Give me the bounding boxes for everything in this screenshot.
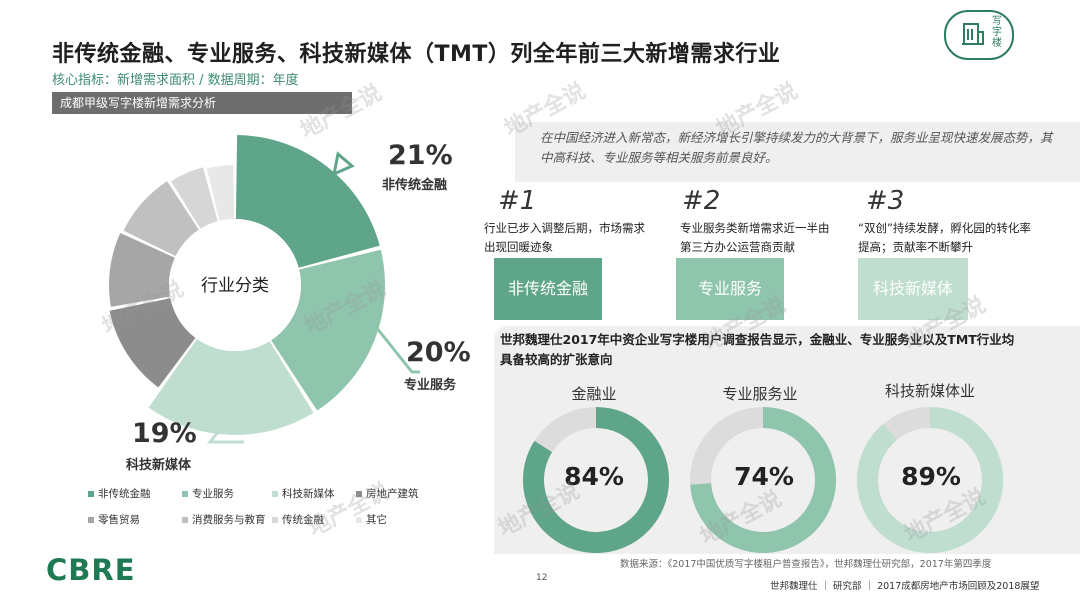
brand-logo: CBRE: [46, 553, 136, 587]
donut-slice-8: [206, 165, 235, 221]
rank-box-1: 非传统金融: [494, 258, 602, 320]
legend-item: 科技新媒体: [272, 486, 335, 501]
donut-slice-2: [271, 249, 386, 411]
donut-hole: [169, 219, 301, 351]
callout-pct-3: 19%: [132, 418, 197, 449]
quote-box: [515, 122, 1080, 182]
legend-label: 传统金融: [282, 514, 324, 526]
legend-item: 专业服务: [182, 486, 234, 501]
legend-item: 房地产建筑: [356, 486, 419, 501]
rank-box-2: 专业服务: [676, 258, 784, 320]
legend-label: 科技新媒体: [282, 488, 335, 500]
data-source: 数据来源：《2017中国优质写字楼租户普查报告》，世邦魏理仕研究部，2017年第…: [620, 559, 992, 570]
ring-value-professional: 74%: [734, 462, 794, 491]
building-icon: [962, 23, 984, 45]
legend-swatch: [182, 517, 188, 523]
callout-pointer-3: [206, 431, 244, 444]
donut-slice-4: [109, 298, 196, 388]
legend-label: 房地产建筑: [366, 488, 419, 500]
legend-swatch: [272, 491, 278, 497]
page-subtitle: 核心指标：新增需求面积 / 数据周期：年度: [52, 73, 299, 88]
section-tag: 成都甲级写字楼新增需求分析: [52, 92, 352, 114]
rank-number-2: #2: [682, 186, 721, 216]
legend-item: 其它: [356, 512, 387, 527]
donut-slice-6: [123, 181, 199, 257]
ring-title-finance: 金融业: [571, 385, 617, 403]
callout-label-3: 科技新媒体: [126, 458, 192, 473]
ring-value-finance: 84%: [564, 462, 624, 491]
rank-number-3: #3: [866, 186, 905, 216]
legend-item: 非传统金融: [88, 486, 151, 501]
donut-slice-7: [171, 167, 218, 229]
callout-label-2: 专业服务: [404, 378, 457, 393]
rank-number-1: #1: [498, 186, 537, 216]
ring-title-tmt: 科技新媒体业: [884, 382, 975, 400]
legend-swatch: [356, 491, 362, 497]
legend-label: 非传统金融: [98, 488, 151, 500]
legend-label: 其它: [366, 514, 387, 526]
donut-center-label: 行业分类: [201, 276, 269, 296]
footer-text: 世邦魏理仕 ｜ 研究部 ｜ 2017成都房地产市场回顾及2018展望: [770, 581, 1040, 592]
ring-title-professional: 专业服务业: [722, 385, 798, 403]
legend-swatch: [182, 491, 188, 497]
survey-text: 世邦魏理仕2017年中资企业写字楼用户调查报告显示，金融业、专业服务业以及TMT…: [500, 332, 1015, 367]
legend-label: 零售贸易: [98, 514, 140, 526]
office-logo: 写字楼: [944, 10, 1014, 60]
rank-desc-1: 行业已步入调整后期，市场需求出现回暖迹象: [484, 221, 645, 254]
legend-item: 零售贸易: [88, 512, 140, 527]
legend-swatch: [272, 517, 278, 523]
logo-text: 写字楼: [992, 16, 1002, 49]
callout-pointer-1: [331, 151, 355, 177]
rank-desc-2: 专业服务类新增需求近一半由第三方办公运营商贡献: [680, 221, 830, 254]
rank-desc-3: “双创”持续发酵，孵化园的转化率提高；贡献率不断攀升: [858, 221, 1031, 254]
donut-slice-5: [108, 232, 175, 307]
watermark: 地产全说: [304, 478, 394, 542]
donut-slice-1: [235, 135, 380, 268]
legend-swatch: [88, 491, 94, 497]
callout-pct-2: 20%: [406, 337, 471, 368]
page-title: 非传统金融、专业服务、科技新媒体（TMT）列全年前三大新增需求行业: [52, 42, 781, 67]
legend-item: 消费服务与教育: [182, 512, 266, 527]
callout-pointer-2: [370, 321, 420, 374]
ring-value-tmt: 89%: [901, 462, 961, 491]
legend-item: 传统金融: [272, 512, 324, 527]
legend-label: 消费服务与教育: [192, 514, 266, 526]
donut-slice-3: [148, 338, 314, 435]
page-number: 12: [536, 573, 548, 583]
callout-pct-1: 21%: [388, 140, 453, 171]
legend-label: 专业服务: [192, 488, 234, 500]
legend-swatch: [88, 517, 94, 523]
industry-donut-chart: 行业分类: [108, 135, 420, 444]
legend-swatch: [356, 517, 362, 523]
callout-label-1: 非传统金融: [382, 178, 448, 193]
rank-box-3: 科技新媒体: [858, 258, 968, 320]
quote-text: 在中国经济进入新常态，新经济增长引擎持续发力的大背景下，服务业呈现快速发展态势，…: [540, 130, 1053, 165]
